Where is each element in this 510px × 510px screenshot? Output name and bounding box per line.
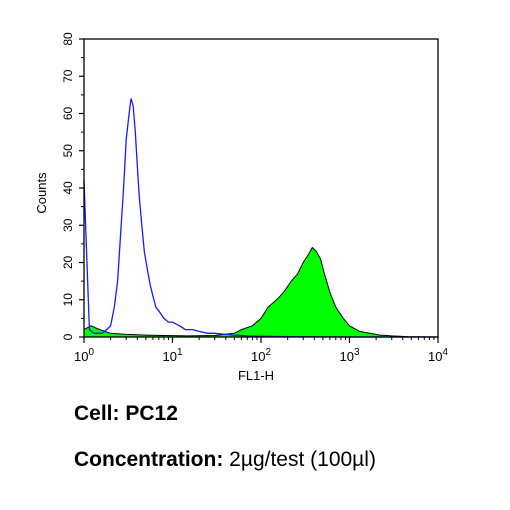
series-outline-histogram [83,98,438,338]
y-tick-label: 70 [61,69,75,83]
y-tick-label: 50 [61,144,75,158]
x-tick-label: 101 [162,347,182,364]
y-axis-label: Counts [34,172,49,214]
concentration-caption: Concentration: 2µg/test (100µl) [74,448,376,472]
chart-svg: 0 10 20 30 40 50 60 70 80 Counts 100 101 102 103 104 FL… [34,32,448,383]
y-tick-label: 20 [61,256,75,270]
x-axis-label: FL1-H [238,368,274,383]
y-tick-label: 80 [61,32,75,46]
concentration-value: 2µg/test (100µl) [229,448,376,471]
y-tick-label: 0 [61,333,75,340]
cell-value: PC12 [125,402,178,425]
y-tick-label: 10 [61,293,75,307]
cell-label: Cell: [74,402,120,425]
histogram-chart: 0 10 20 30 40 50 60 70 80 Counts 100 101 102 103 104 FL… [34,32,448,383]
x-tick-label: 100 [74,347,94,364]
x-tick-label: 102 [251,347,271,364]
x-tick-label: 103 [339,347,359,364]
y-tick-label: 40 [61,181,75,195]
y-tick-label: 30 [61,218,75,232]
cell-caption: Cell: PC12 [74,402,178,426]
series-filled-histogram [83,246,439,338]
x-tick-label: 104 [428,347,448,364]
plot-background [84,39,438,337]
concentration-label: Concentration: [74,448,224,471]
y-tick-label: 60 [61,107,75,121]
